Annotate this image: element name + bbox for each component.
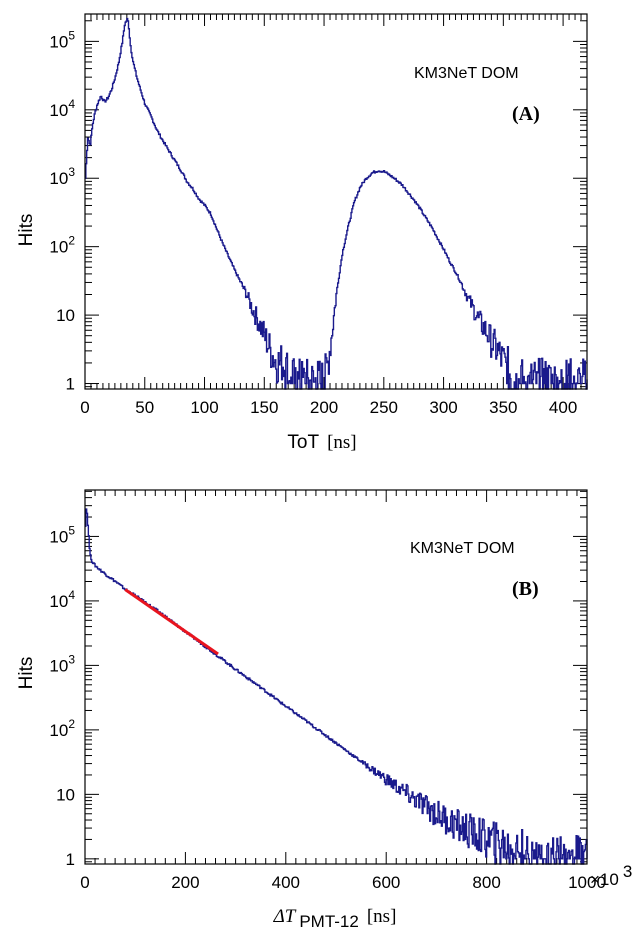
x-tick-label: 300 [429, 398, 457, 417]
x-tick-label: 350 [489, 398, 517, 417]
panel-b-label: (B) [512, 578, 539, 600]
panel-a-y-tick-labels: 1 10 102 103 104 105 [49, 28, 75, 393]
panel-a-xlabel: ToT [ns] [287, 432, 356, 453]
y-tick-label: 10 [56, 306, 75, 325]
panel-b-x-tick-labels: 0 200 400 600 800 1000 [80, 873, 606, 892]
y-tick-label: 105 [49, 523, 75, 546]
x-tick-label: 50 [135, 398, 154, 417]
x-tick-label: 400 [272, 873, 300, 892]
x-tick-label: 250 [370, 398, 398, 417]
panel-a-annotation: KM3NeT DOM [414, 65, 519, 82]
y-tick-label: 104 [49, 97, 75, 120]
x-tick-label: 100 [190, 398, 218, 417]
panel-b-x-multiplier: ×10 3 [590, 862, 632, 889]
y-tick-label: 105 [49, 28, 75, 51]
panel-a-ylabel: Hits [16, 214, 37, 247]
y-tick-label: 102 [49, 234, 75, 257]
y-tick-label: 102 [49, 717, 75, 740]
x-tick-label: 0 [80, 873, 89, 892]
panel-b-x-multiplier-base: ×10 [590, 870, 619, 889]
panel-a-label: (A) [512, 103, 540, 125]
panel-a-frame [84, 13, 588, 390]
panel-b-ylabel: Hits [16, 657, 37, 690]
y-tick-label: 1 [66, 850, 75, 869]
x-tick-label: 600 [372, 873, 400, 892]
y-tick-label: 104 [49, 588, 75, 611]
x-tick-label: 200 [171, 873, 199, 892]
x-tick-label: 150 [250, 398, 278, 417]
panel-b-xlabel-unit: [ns] [367, 906, 397, 927]
y-tick-label: 103 [49, 652, 75, 675]
panel-b-xlabel: ΔT PMT-12 [ns] [273, 906, 397, 927]
panel-b-fit-line [124, 588, 219, 656]
y-tick-label: 103 [49, 165, 75, 188]
panel-a-histogram [85, 17, 588, 390]
panel-b-frame [84, 489, 588, 865]
panel-b-y-tick-labels: 1 10 102 103 104 105 [49, 523, 75, 868]
panel-a-x-tick-labels: 0 50 100 150 200 250 300 350 400 [80, 398, 577, 417]
x-tick-label: 800 [472, 873, 500, 892]
panel-a: 0 50 100 150 200 250 300 350 400 1 10 102 103 104 105… [16, 13, 588, 453]
panel-b-x-multiplier-exp: 3 [623, 862, 632, 881]
y-tick-label: 10 [56, 785, 75, 804]
x-tick-label: 400 [549, 398, 577, 417]
panel-b: 0 200 400 600 800 1000 1 10 102 103 104 105 Hits Δ… [16, 489, 632, 927]
x-tick-label: 0 [80, 398, 89, 417]
panel-a-xlabel-unit: [ns] [327, 432, 357, 453]
x-tick-label: 1000 [568, 873, 606, 892]
panel-a-xlabel-text: ToT [287, 432, 319, 453]
panel-b-annotation: KM3NeT DOM [410, 540, 515, 557]
y-tick-label: 1 [66, 375, 75, 394]
panel-b-xlabel-text: ΔT [273, 906, 297, 927]
panel-b-xlabel-sub: PMT-12 [299, 912, 359, 927]
panel-b-histogram [85, 508, 588, 865]
x-tick-label: 200 [310, 398, 338, 417]
